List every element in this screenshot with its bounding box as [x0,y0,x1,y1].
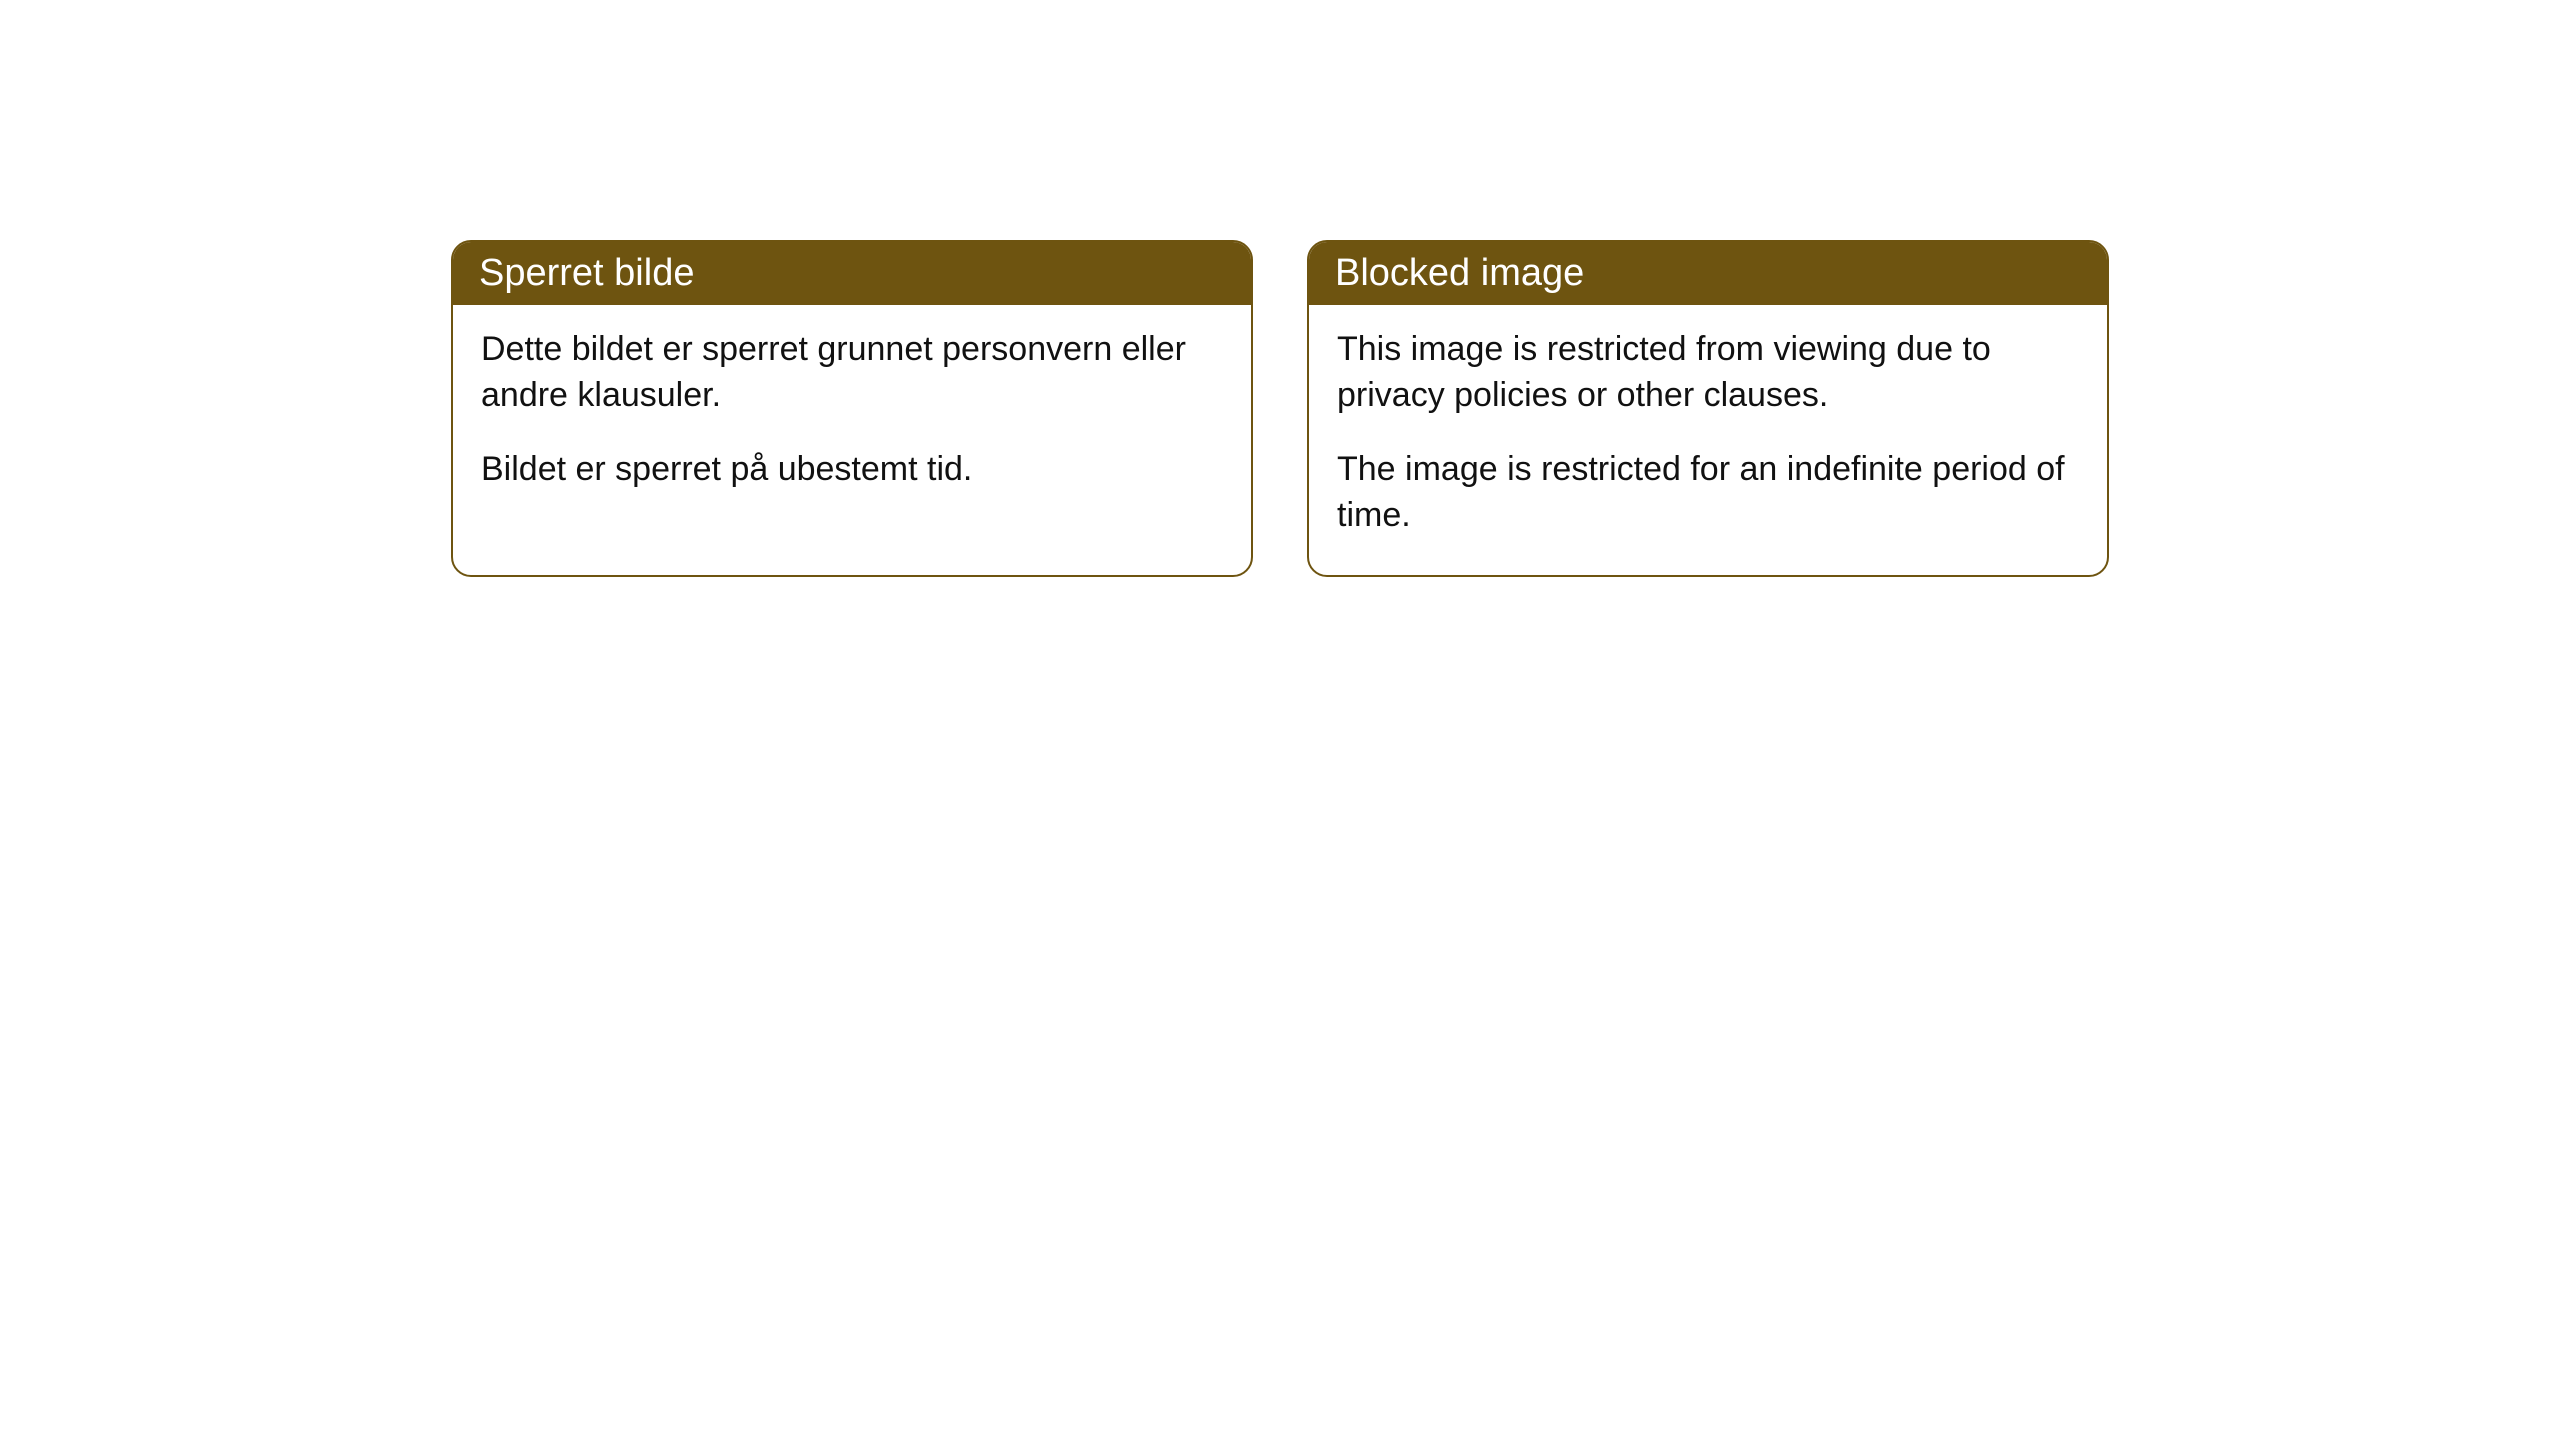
card-title: Sperret bilde [479,252,694,294]
card-body: Dette bildet er sperret grunnet personve… [453,305,1251,529]
notice-card-english: Blocked image This image is restricted f… [1307,240,2109,577]
card-header: Blocked image [1309,242,2107,305]
card-paragraph: Dette bildet er sperret grunnet personve… [481,327,1223,419]
card-header: Sperret bilde [453,242,1251,305]
notice-cards-container: Sperret bilde Dette bildet er sperret gr… [451,240,2109,577]
notice-card-norwegian: Sperret bilde Dette bildet er sperret gr… [451,240,1253,577]
card-paragraph: This image is restricted from viewing du… [1337,327,2079,419]
card-paragraph: The image is restricted for an indefinit… [1337,447,2079,539]
card-paragraph: Bildet er sperret på ubestemt tid. [481,447,1223,493]
card-body: This image is restricted from viewing du… [1309,305,2107,575]
card-title: Blocked image [1335,252,1584,294]
